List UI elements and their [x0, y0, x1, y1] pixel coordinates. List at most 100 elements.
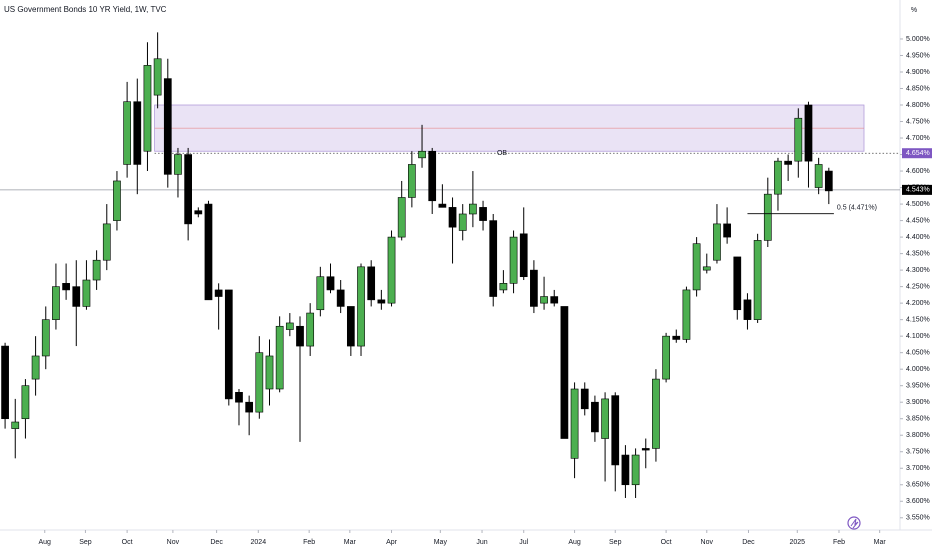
candle-body [21, 385, 30, 420]
candle-body [377, 299, 386, 304]
y-tick-label: 3.950% [906, 383, 930, 390]
x-tick-label: Mar [874, 539, 887, 546]
x-tick-label: Nov [167, 539, 180, 546]
y-tick-label: 3.600% [906, 498, 930, 505]
candle-body [1, 345, 9, 420]
candle-body [82, 279, 91, 307]
candle-body [814, 164, 823, 188]
candle-body [194, 210, 203, 215]
y-tick-label: 4.700% [906, 135, 930, 142]
y-tick-label: 4.000% [906, 366, 930, 373]
y-tick-label: 4.800% [906, 102, 930, 109]
candle-body [102, 223, 111, 261]
y-tick-label: 4.100% [906, 333, 930, 340]
candle-body [774, 160, 782, 195]
candle-body [163, 78, 172, 175]
candle-body [550, 296, 559, 304]
candle-body [11, 421, 20, 429]
candle-body [682, 289, 691, 340]
candle-body [255, 352, 264, 413]
x-tick-label: Apr [386, 539, 398, 546]
candle-body [214, 289, 223, 297]
y-tick-label: 3.700% [906, 465, 930, 472]
candle-body [662, 335, 670, 380]
axis-unit: % [911, 7, 917, 14]
candle-body [499, 283, 508, 291]
x-tick-label: Mar [344, 539, 357, 546]
x-tick-label: Sep [79, 539, 92, 546]
x-tick-label: 2025 [789, 539, 805, 546]
candle-body [611, 395, 620, 466]
candle-body [428, 150, 437, 202]
candle-body [336, 289, 345, 307]
candle-body [763, 193, 772, 241]
candle-body [316, 276, 325, 311]
candle-body [123, 101, 131, 165]
candle-body [184, 154, 192, 225]
y-tick-label: 3.800% [906, 432, 930, 439]
x-tick-label: 2024 [251, 539, 267, 546]
candle-body [387, 236, 396, 304]
candle-body [753, 240, 762, 320]
candle-body [672, 335, 681, 340]
y-tick-label: 4.350% [906, 250, 930, 257]
candle-body [113, 180, 121, 221]
y-tick-label: 3.900% [906, 399, 930, 406]
candle-body [509, 236, 518, 284]
x-tick-label: Jul [519, 539, 528, 546]
candle-body [133, 101, 142, 165]
candle-body [448, 207, 457, 228]
candle-body [479, 207, 487, 221]
candle-body [143, 65, 152, 152]
tv-logo [847, 516, 861, 530]
candle-body [346, 306, 355, 347]
y-tick-label: 3.750% [906, 449, 930, 456]
x-tick-label: Jun [476, 539, 487, 546]
y-tick-label: 4.400% [906, 234, 930, 241]
candle-body [692, 243, 701, 291]
y-tick-label: 4.450% [906, 217, 930, 224]
candle-body [540, 296, 548, 304]
candle-body [743, 299, 752, 320]
y-tick-label: 4.200% [906, 300, 930, 307]
candle-body [438, 203, 447, 208]
candle-body [784, 160, 792, 165]
candle-body [652, 378, 660, 449]
candle-body [824, 170, 833, 192]
candle-body [62, 283, 70, 291]
candle-body [570, 388, 579, 459]
y-tick-label: 4.150% [906, 316, 930, 323]
candle-body [641, 448, 650, 451]
x-tick-label: Nov [701, 539, 714, 546]
candle-body [174, 154, 182, 175]
y-tick-label: 4.950% [906, 52, 930, 59]
candle-body [519, 233, 528, 278]
candle-body [458, 213, 467, 231]
candle-body [357, 266, 365, 347]
candle-body [72, 286, 81, 307]
ob-tag-bg [902, 148, 932, 159]
fib-label: 0.5 (4.471%) [837, 204, 877, 211]
x-tick-label: Dec [210, 539, 223, 546]
candle-body [306, 312, 315, 347]
candle-body [733, 256, 742, 311]
y-tick-label: 5.000% [906, 36, 930, 43]
candle-body [367, 266, 376, 301]
y-tick-label: 3.650% [906, 482, 930, 489]
y-tick-label: 4.500% [906, 201, 930, 208]
x-tick-label: Feb [303, 539, 315, 546]
candle-body [560, 306, 569, 439]
last-price-tag: 4.543% [906, 187, 930, 194]
y-tick-label: 3.850% [906, 416, 930, 423]
candle-body [326, 276, 335, 291]
candle-body [723, 223, 731, 238]
candle-body [265, 355, 274, 390]
candle-body [153, 58, 162, 96]
candle-body [530, 269, 538, 307]
candle-body [92, 259, 101, 281]
candle-body [408, 164, 416, 198]
x-tick-label: Sep [609, 539, 622, 546]
candle-body [489, 220, 498, 297]
